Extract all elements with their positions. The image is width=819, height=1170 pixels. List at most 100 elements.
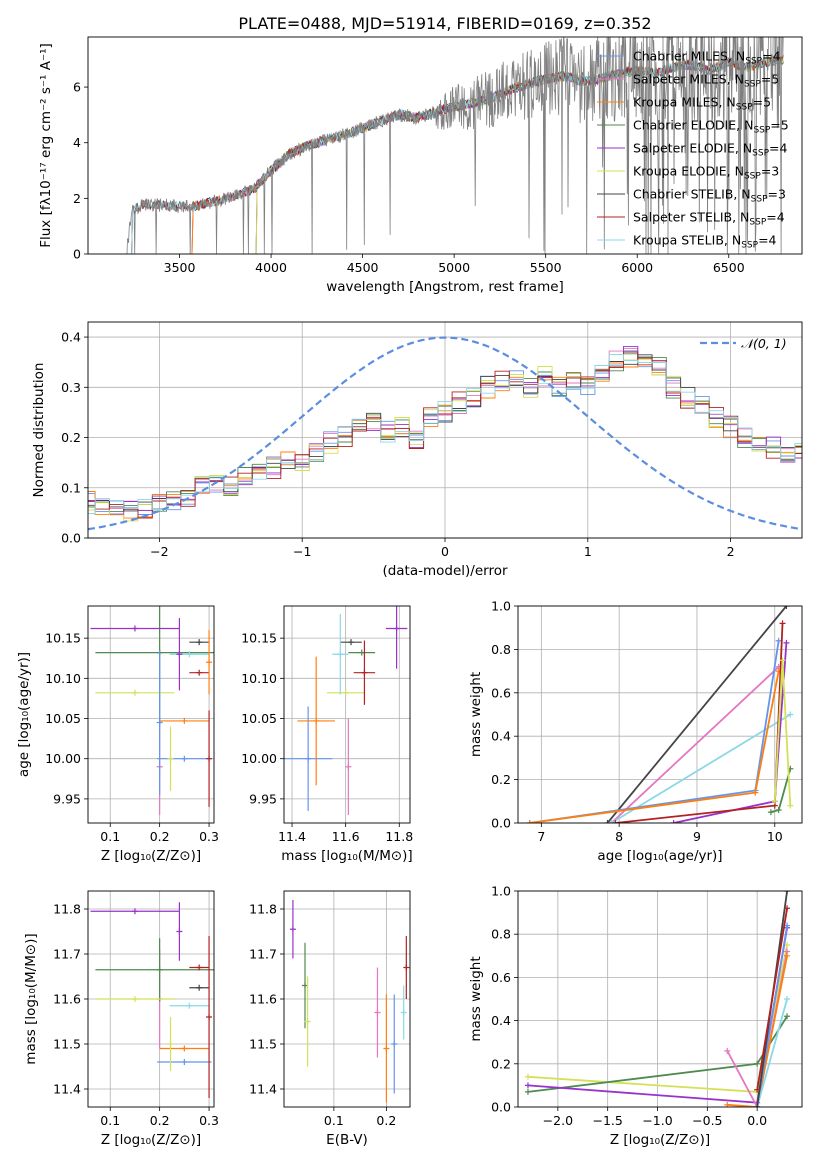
age_vs_Z-xlabel: Z [log₁₀(Z/Z⊙)] (101, 848, 201, 864)
spectrum-plot-area (126, 37, 784, 254)
spectrum-xtick-label: 5500 (530, 260, 562, 275)
weight_vs_Z-ylabel: mass weight (468, 956, 484, 1041)
residuals-frame (87, 321, 803, 539)
data-point-1 (302, 982, 308, 989)
weight-line-2 (610, 713, 791, 823)
mass_vs_EBV-ytick-label: 11.5 (249, 1037, 277, 1052)
weight_vs_Z-frame (517, 890, 803, 1108)
data-point-2 (181, 717, 188, 724)
weight_vs_age-xtick-label: 10 (767, 829, 783, 844)
weight-marker-7-0 (754, 1104, 761, 1107)
mass_vs_EBV-frame (283, 890, 411, 1108)
spectrum-ytick-label: 6 (73, 80, 81, 95)
weight_vs_age-xtick-label: 8 (615, 829, 623, 844)
weight-marker-4-2 (784, 952, 791, 959)
residuals-xtick-label: 1 (584, 544, 592, 559)
age_vs_Z-frame (87, 605, 215, 824)
weight_vs_age-frame (517, 605, 803, 824)
data-point-6 (196, 984, 203, 991)
data-point-5 (342, 689, 349, 696)
mass_vs_Z-panel: 0.1 0.2 0.3 11.4 11.5 11.6 11.7 11.8 Z [log₁₀(Z/… (23, 890, 219, 1148)
weight_vs_Z-xtick-label: −1.5 (593, 1113, 623, 1128)
spectrum-ytick-label: 4 (73, 135, 81, 150)
weight_vs_Z-ytick-label: 0.8 (491, 927, 511, 942)
mass_vs_Z-xtick-label: 0.1 (100, 1113, 120, 1128)
data-point-0 (305, 755, 312, 762)
weight_vs_age-ytick-label: 1.0 (491, 599, 511, 614)
residuals-panel: −2 −1 0 1 2 0.0 0.1 0.2 0.3 0.4 (data-model)/error… (31, 321, 803, 579)
data-point-0 (181, 755, 188, 762)
spectrum-ytick-label: 0 (73, 247, 81, 262)
legend-entry-8: Kroupa STELIB, NSSP=4 (633, 233, 777, 251)
mass_vs_Z-ytick-label: 11.8 (53, 902, 81, 917)
age_vs_Z-ytick-label: 9.95 (53, 791, 81, 806)
spectrum-xlabel: wavelength [Angstrom, rest frame] (326, 279, 564, 295)
legend-entry-2: Kroupa MILES, NSSP=5 (633, 95, 771, 113)
age_vs_mass-plot-area (284, 606, 408, 815)
age_vs_Z-panel: 0.1 0.2 0.3 9.95 10.00 10.05 10.10 10.15 Z [log₁… (16, 605, 219, 864)
weight_vs_Z-xlabel: Z [log₁₀(Z/Z⊙)] (610, 1132, 710, 1148)
residuals-xtick-label: −1 (293, 544, 311, 559)
residuals-plot-area (88, 336, 802, 531)
weight_vs_age-panel: 7 8 9 10 0.0 0.2 0.4 0.6 0.8 1.0 age [log₁₀(age/yr… (468, 599, 803, 864)
residuals-xtick-label: 0 (441, 544, 449, 559)
weight_vs_Z-ytick-label: 1.0 (491, 884, 511, 899)
data-point-8 (186, 651, 193, 658)
data-point-0 (289, 926, 296, 933)
weight-marker-4-1 (752, 789, 759, 796)
weight-marker-7-1 (784, 891, 791, 894)
weight-marker-5-2 (783, 639, 790, 646)
histogram-step-4 (88, 345, 802, 515)
weight-marker-8-1 (779, 657, 786, 664)
weight-marker-0-1 (783, 606, 790, 609)
histogram-step-7 (88, 351, 802, 519)
age_vs_mass-xtick-label: 11.8 (385, 829, 413, 844)
data-point-3 (358, 649, 365, 656)
weight_vs_Z-xtick-label: −1.0 (642, 1113, 672, 1128)
age_vs_mass-ytick-label: 10.05 (241, 711, 277, 726)
residuals-ylabel: Normed distribution (31, 363, 47, 498)
residuals-ytick-label: 0.1 (61, 480, 81, 495)
weight-line-3 (529, 640, 780, 823)
mass_vs_EBV-panel: 0.1 0.2 11.4 11.5 11.6 11.7 11.8 E(B-V) (249, 890, 411, 1148)
legend-entry-5: Kroupa ELODIE, NSSP=3 (633, 164, 779, 182)
data-point-11 (167, 1041, 174, 1047)
data-point-4 (131, 908, 138, 915)
age_vs_Z-ytick-label: 10.15 (45, 631, 81, 646)
spectrum-xtick-label: 6500 (713, 260, 745, 275)
data-point-6 (348, 639, 355, 646)
legend-entry-4: Salpeter ELODIE, NSSP=4 (633, 141, 788, 159)
weight_vs_Z-ytick-label: 0.2 (491, 1056, 511, 1071)
weight-line-0 (606, 606, 788, 823)
data-point-0 (181, 1059, 188, 1065)
age_vs_mass-ytick-label: 10.15 (241, 631, 277, 646)
residuals-ytick-label: 0.0 (61, 531, 81, 546)
data-point-4 (393, 625, 400, 632)
age_vs_Z-xtick-label: 0.1 (100, 829, 120, 844)
data-point-9 (176, 928, 183, 935)
weight_vs_age-ytick-label: 0.2 (491, 772, 511, 787)
weight-line-6 (756, 998, 788, 1107)
mass_vs_Z-ylabel: mass [log₁₀(M/M⊙)] (23, 933, 39, 1064)
data-point-2 (313, 717, 320, 724)
mass_vs_Z-frame (87, 890, 215, 1108)
weight-marker-2-1 (787, 711, 794, 718)
legend-entry-1: Salpeter MILES, NSSP=5 (633, 72, 779, 90)
weight-marker-8-2 (787, 802, 794, 809)
mass_vs_EBV-plot-area (289, 900, 410, 1103)
residuals-ytick-label: 0.4 (61, 330, 81, 345)
weight_vs_Z-ytick-label: 0.4 (491, 1013, 511, 1028)
data-point-7 (196, 669, 203, 676)
data-point-12 (206, 755, 213, 762)
weight_vs_age-ytick-label: 0.6 (491, 685, 511, 700)
mass_vs_Z-ytick-label: 11.7 (53, 947, 81, 962)
weight-marker-6-2 (779, 620, 786, 627)
weight_vs_Z-panel: −2.0 −1.5 −1.0 −0.5 0.0 0.0 0.2 0.4 0.6 0.8 1.0 Z [… (468, 884, 803, 1148)
spectrum-data-line (126, 37, 784, 254)
weight_vs_age-ylabel: mass weight (468, 672, 484, 757)
data-point-6 (196, 639, 203, 646)
residuals-xtick-label: 2 (727, 544, 735, 559)
age_vs_mass-xtick-label: 11.6 (332, 829, 360, 844)
weight-marker-0-0 (604, 820, 611, 823)
